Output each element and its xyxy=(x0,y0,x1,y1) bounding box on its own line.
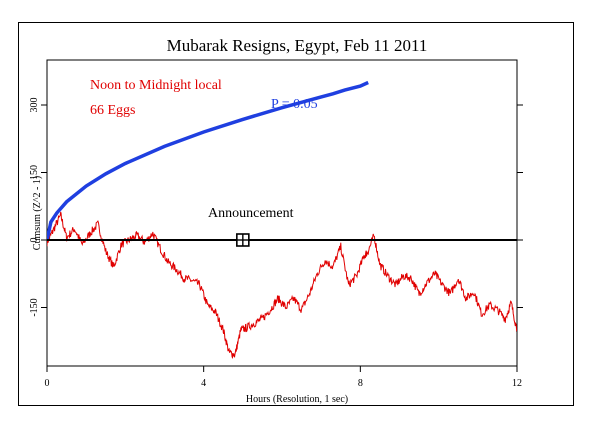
x-tick-label: 12 xyxy=(512,378,522,389)
y-tick-label: -150 xyxy=(29,298,40,316)
cumsum-series-line xyxy=(47,211,517,359)
series-layer xyxy=(47,80,517,359)
y-tick-label: 150 xyxy=(29,165,40,180)
plot-area xyxy=(46,59,518,367)
event-annotation: Announcement xyxy=(208,206,294,221)
significance-annotation: P = 0.05 xyxy=(271,97,318,112)
y-axis-label: Cumsum (Z^2 - 1) xyxy=(32,176,43,250)
event-marker xyxy=(236,233,250,247)
x-axis-label: Hours (Resolution, 1 sec) xyxy=(246,394,348,405)
y-tick-label: 0 xyxy=(29,238,40,243)
x-tick-label: 8 xyxy=(358,378,363,389)
x-tick-label: 0 xyxy=(45,378,50,389)
significance-envelope-line xyxy=(47,80,369,241)
chart-frame xyxy=(18,22,574,406)
y-tick-label: 300 xyxy=(29,98,40,113)
eggs-annotation: 66 Eggs xyxy=(90,103,136,118)
chart-title: Mubarak Resigns, Egypt, Feb 11 2011 xyxy=(167,36,428,55)
period-annotation: Noon to Midnight local xyxy=(90,78,222,93)
x-tick-label: 4 xyxy=(201,378,206,389)
axes-layer: 0 4 8 12 -150 0 150 300 xyxy=(29,98,523,389)
